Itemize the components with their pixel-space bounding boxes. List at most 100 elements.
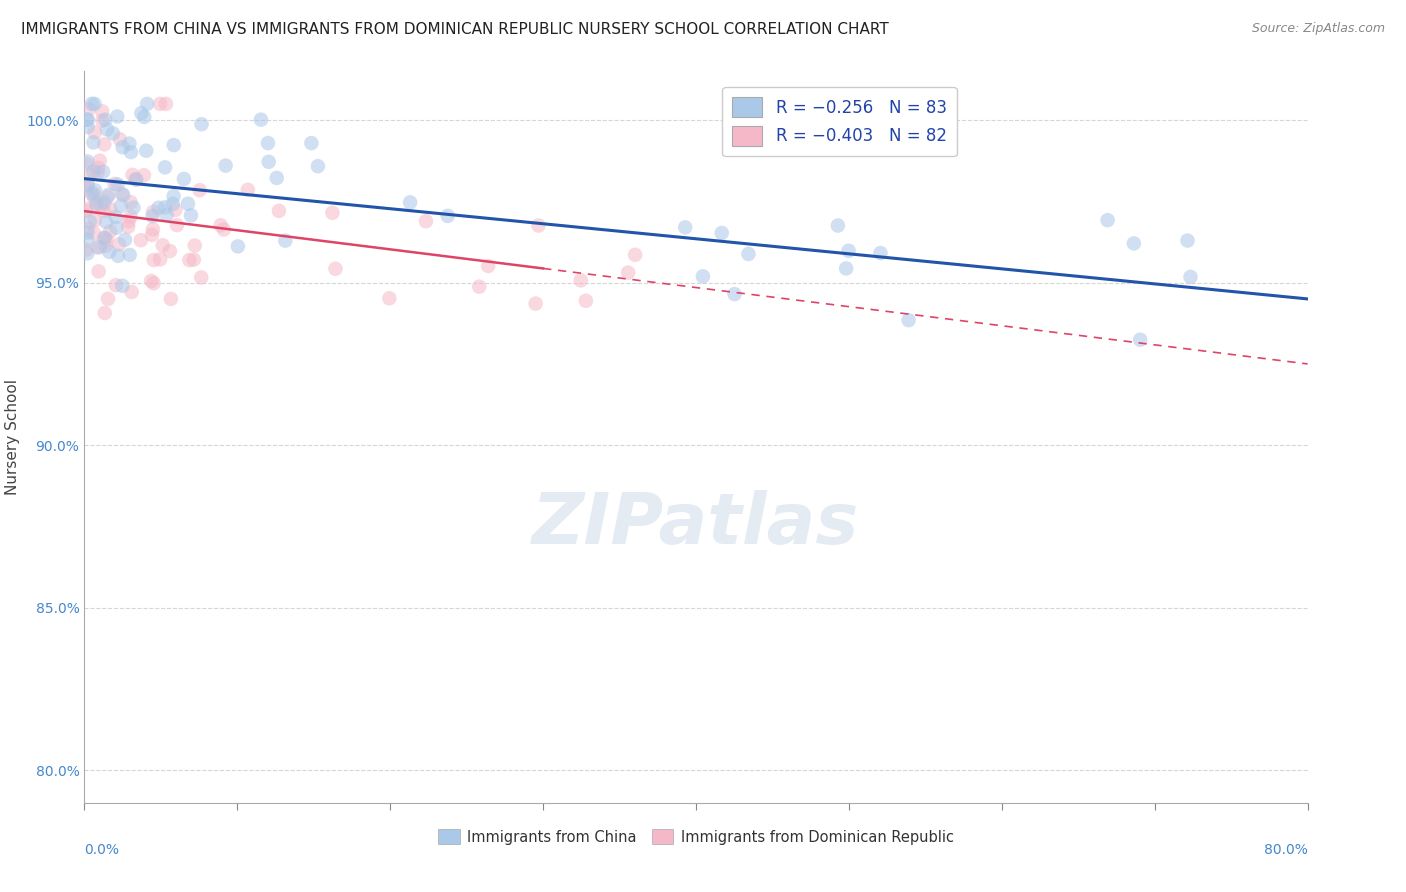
Point xyxy=(93,137,115,152)
Point xyxy=(162,197,184,211)
Point xyxy=(118,136,141,151)
Point xyxy=(111,140,134,154)
Point xyxy=(214,159,236,173)
Point xyxy=(86,196,108,211)
Point xyxy=(179,253,201,268)
Point xyxy=(96,233,118,247)
Point xyxy=(1177,234,1199,248)
Point xyxy=(105,110,128,124)
Point xyxy=(117,219,139,234)
Point xyxy=(869,246,891,260)
Point xyxy=(108,237,131,252)
Point xyxy=(76,233,98,247)
Point xyxy=(142,253,165,268)
Point xyxy=(105,220,128,235)
Point xyxy=(96,215,118,229)
Point xyxy=(1122,236,1144,251)
Point xyxy=(76,178,98,193)
Point xyxy=(132,168,155,182)
Point xyxy=(325,261,347,276)
Point xyxy=(93,195,115,210)
Point xyxy=(97,292,120,306)
Point xyxy=(149,96,172,111)
Point xyxy=(257,154,280,169)
Point xyxy=(122,201,145,215)
Point xyxy=(83,213,105,227)
Point xyxy=(838,244,860,258)
Point xyxy=(87,165,110,179)
Point xyxy=(527,219,550,233)
Point xyxy=(266,170,288,185)
Point xyxy=(835,261,858,276)
Point xyxy=(118,248,141,262)
Point xyxy=(226,239,249,253)
Point xyxy=(152,238,174,252)
Point xyxy=(177,196,200,211)
Point xyxy=(110,199,132,213)
Point xyxy=(82,136,104,150)
Point xyxy=(624,248,647,262)
Point xyxy=(117,214,139,228)
Point xyxy=(83,186,105,201)
Point xyxy=(131,106,153,120)
Point xyxy=(148,201,170,215)
Point xyxy=(142,277,165,291)
Point xyxy=(76,112,98,127)
Point xyxy=(212,222,235,236)
Point xyxy=(96,190,118,204)
Point xyxy=(250,112,273,127)
Y-axis label: Nursery School: Nursery School xyxy=(6,379,20,495)
Point xyxy=(104,210,127,224)
Point xyxy=(141,274,163,288)
Point xyxy=(827,219,849,233)
Point xyxy=(91,113,114,128)
Text: 80.0%: 80.0% xyxy=(1264,843,1308,857)
Point xyxy=(89,240,111,254)
Point xyxy=(321,206,343,220)
Point xyxy=(77,102,100,116)
Point xyxy=(111,278,134,293)
Point xyxy=(257,136,280,150)
Point xyxy=(153,200,176,214)
Point xyxy=(76,154,98,169)
Point xyxy=(141,227,163,242)
Point xyxy=(94,239,117,253)
Point xyxy=(75,202,97,216)
Point xyxy=(104,278,127,293)
Point xyxy=(477,259,499,273)
Point xyxy=(125,172,148,186)
Point xyxy=(1129,333,1152,347)
Point xyxy=(737,247,759,261)
Point xyxy=(236,183,259,197)
Point xyxy=(378,291,401,305)
Point xyxy=(75,204,97,219)
Point xyxy=(76,246,98,260)
Point xyxy=(83,126,105,140)
Point xyxy=(87,264,110,278)
Point xyxy=(83,96,105,111)
Point xyxy=(112,188,135,202)
Point xyxy=(162,189,184,203)
Point xyxy=(94,112,117,127)
Point xyxy=(86,198,108,212)
Point xyxy=(173,172,195,186)
Point xyxy=(98,224,121,238)
Text: 0.0%: 0.0% xyxy=(84,843,120,857)
Point xyxy=(135,144,157,158)
Point xyxy=(190,117,212,131)
Point xyxy=(142,222,165,236)
Point xyxy=(468,279,491,293)
Point xyxy=(75,243,97,257)
Point xyxy=(80,96,103,111)
Point xyxy=(82,164,104,178)
Point xyxy=(76,226,98,240)
Point xyxy=(93,204,115,219)
Legend: Immigrants from China, Immigrants from Dominican Republic: Immigrants from China, Immigrants from D… xyxy=(433,823,959,850)
Point xyxy=(166,218,188,232)
Point xyxy=(84,183,107,197)
Point xyxy=(617,266,640,280)
Point xyxy=(524,296,547,310)
Point xyxy=(141,209,163,223)
Point xyxy=(1180,269,1202,284)
Point xyxy=(575,293,598,308)
